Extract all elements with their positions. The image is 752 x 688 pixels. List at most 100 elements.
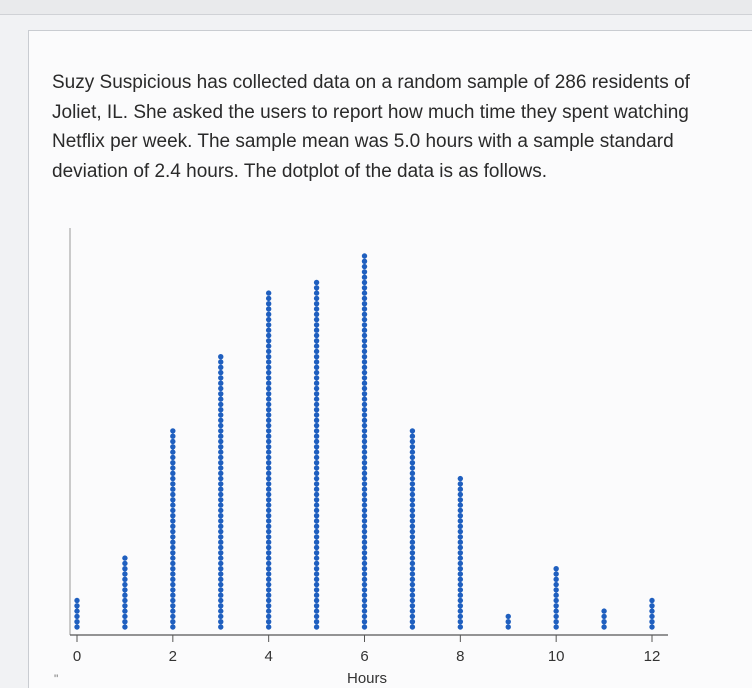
data-dot xyxy=(313,311,320,317)
data-dot xyxy=(313,539,320,545)
data-dot xyxy=(313,422,320,429)
data-dot xyxy=(361,449,368,455)
data-dot xyxy=(218,412,224,418)
data-dot xyxy=(313,354,320,360)
data-dot xyxy=(361,327,368,333)
data-dot xyxy=(313,369,320,376)
data-dot xyxy=(553,592,559,598)
data-dot xyxy=(122,560,128,567)
data-dot xyxy=(361,534,368,540)
data-dot xyxy=(361,332,368,339)
data-dot xyxy=(361,369,368,376)
data-dot xyxy=(265,613,272,620)
data-dot xyxy=(313,290,320,296)
data-dot xyxy=(361,290,368,296)
data-dot xyxy=(313,412,320,418)
data-dot xyxy=(409,603,416,609)
data-dot xyxy=(361,417,368,423)
data-dot xyxy=(218,354,224,360)
x-tick-label: 12 xyxy=(644,648,661,665)
data-dot xyxy=(265,566,272,572)
data-dot xyxy=(409,587,416,593)
data-dot xyxy=(265,587,272,593)
data-dot xyxy=(170,544,176,551)
data-dot xyxy=(265,576,272,582)
data-dot xyxy=(361,486,368,492)
data-dot xyxy=(457,550,464,556)
data-dot xyxy=(218,407,224,413)
data-dot xyxy=(218,401,224,408)
data-dot xyxy=(218,613,224,620)
data-dot xyxy=(170,497,176,503)
data-dot xyxy=(218,528,224,535)
data-dot xyxy=(265,316,272,323)
data-dot xyxy=(218,428,224,434)
data-dot xyxy=(361,348,368,355)
data-dot xyxy=(313,475,320,482)
data-dot xyxy=(361,263,368,270)
data-dot xyxy=(361,412,368,418)
data-dot xyxy=(265,391,272,397)
data-dot xyxy=(409,571,416,577)
data-dot xyxy=(409,497,416,503)
data-dot xyxy=(265,369,272,376)
data-dot xyxy=(601,624,607,630)
data-dot xyxy=(122,613,128,620)
data-dot xyxy=(361,274,368,280)
data-dot xyxy=(313,407,320,413)
data-dot xyxy=(361,613,368,620)
data-dot xyxy=(313,486,320,492)
data-dot xyxy=(409,481,416,487)
data-dot xyxy=(361,295,368,302)
data-dot xyxy=(361,316,368,323)
data-dot xyxy=(74,624,80,630)
data-dot xyxy=(409,518,416,524)
data-dot xyxy=(313,608,320,614)
data-dot xyxy=(553,571,559,577)
data-dot xyxy=(457,534,464,540)
data-dot xyxy=(361,460,368,466)
data-dot xyxy=(361,438,368,445)
x-ticks: 0 2 4 6 8 10 12 xyxy=(73,635,661,665)
data-dot xyxy=(361,311,368,317)
data-dot xyxy=(313,613,320,620)
data-dot xyxy=(218,359,224,365)
data-dot xyxy=(170,507,176,514)
data-dot xyxy=(170,539,176,545)
data-dot xyxy=(361,624,368,630)
data-dot xyxy=(409,576,416,582)
data-dot xyxy=(265,290,272,296)
data-dot xyxy=(170,597,176,604)
data-dot xyxy=(313,348,320,355)
data-dot xyxy=(122,581,128,588)
data-dot xyxy=(265,401,272,408)
data-dot xyxy=(170,481,176,487)
data-dot xyxy=(361,301,368,307)
data-dot xyxy=(265,359,272,365)
data-dot xyxy=(361,597,368,604)
data-dot xyxy=(313,497,320,503)
data-dot xyxy=(409,560,416,567)
data-dot xyxy=(170,528,176,535)
data-dot xyxy=(601,608,607,614)
data-dot xyxy=(313,460,320,466)
data-dot xyxy=(265,603,272,609)
data-dot xyxy=(361,444,368,450)
dot-column xyxy=(170,428,176,630)
data-dot xyxy=(265,364,272,370)
data-dot xyxy=(218,571,224,577)
data-dot xyxy=(265,523,272,529)
data-dot xyxy=(409,534,416,540)
data-dot xyxy=(649,624,655,630)
data-dot xyxy=(361,253,368,259)
data-dot xyxy=(457,502,464,508)
data-dot xyxy=(409,566,416,572)
data-dot xyxy=(170,433,176,439)
data-dot xyxy=(218,619,224,625)
data-dot xyxy=(361,555,368,561)
data-dot xyxy=(409,486,416,492)
data-dot xyxy=(361,391,368,397)
data-dot xyxy=(170,444,176,450)
data-dot xyxy=(122,566,128,572)
data-dot xyxy=(313,301,320,307)
